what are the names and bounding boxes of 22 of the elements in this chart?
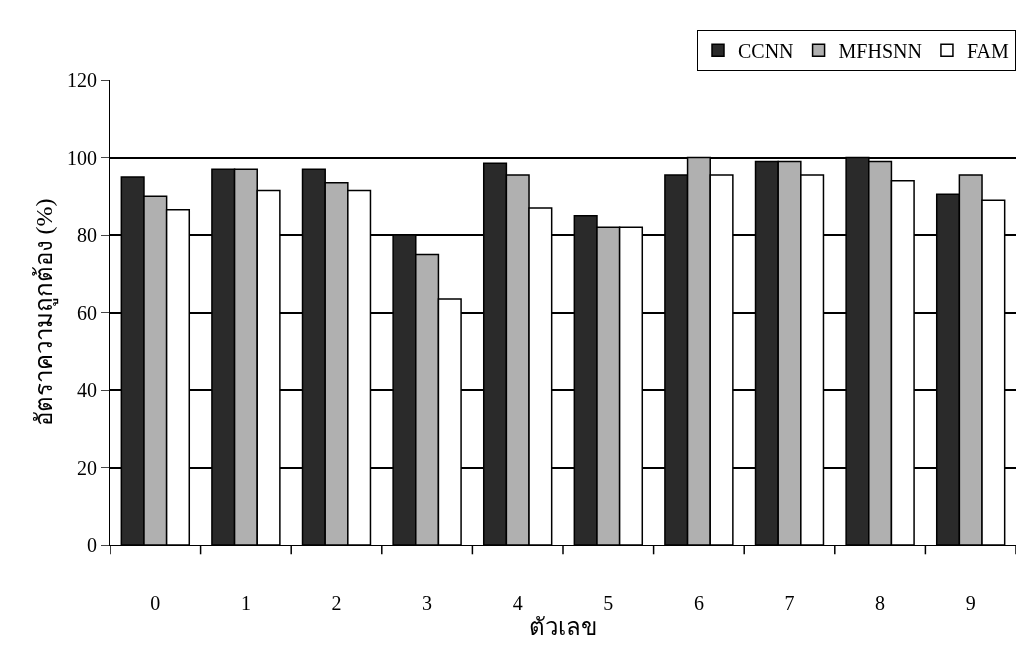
x-axis-title: ตัวเลข xyxy=(529,614,597,641)
y-tick-label: 80 xyxy=(77,224,97,246)
legend-label: MFHSNN xyxy=(838,40,922,62)
x-tick-label: 0 xyxy=(150,592,161,614)
y-axis-title: อัตราความถูกต้อง (%) xyxy=(31,198,59,427)
x-tick-label: 2 xyxy=(331,592,342,614)
x-tick-label: 6 xyxy=(693,592,704,614)
legend-label: FAM xyxy=(966,40,1010,62)
legend-label: CCNN xyxy=(738,40,794,62)
x-tick-label: 1 xyxy=(240,592,251,614)
y-tick-label: 40 xyxy=(77,379,97,401)
y-tick-label: 120 xyxy=(67,69,97,91)
y-tick-label: 100 xyxy=(67,146,97,169)
x-tick-label: 8 xyxy=(875,592,886,614)
x-tick-label: 4 xyxy=(512,592,523,614)
x-tick-label: 7 xyxy=(784,592,795,614)
x-tick-label: 3 xyxy=(422,592,433,614)
y-tick-label: 60 xyxy=(77,301,97,324)
x-tick-label: 9 xyxy=(965,592,976,614)
x-tick-label: 5 xyxy=(603,592,614,614)
y-tick-label: 0 xyxy=(87,534,97,556)
y-tick-label: 20 xyxy=(77,456,97,479)
